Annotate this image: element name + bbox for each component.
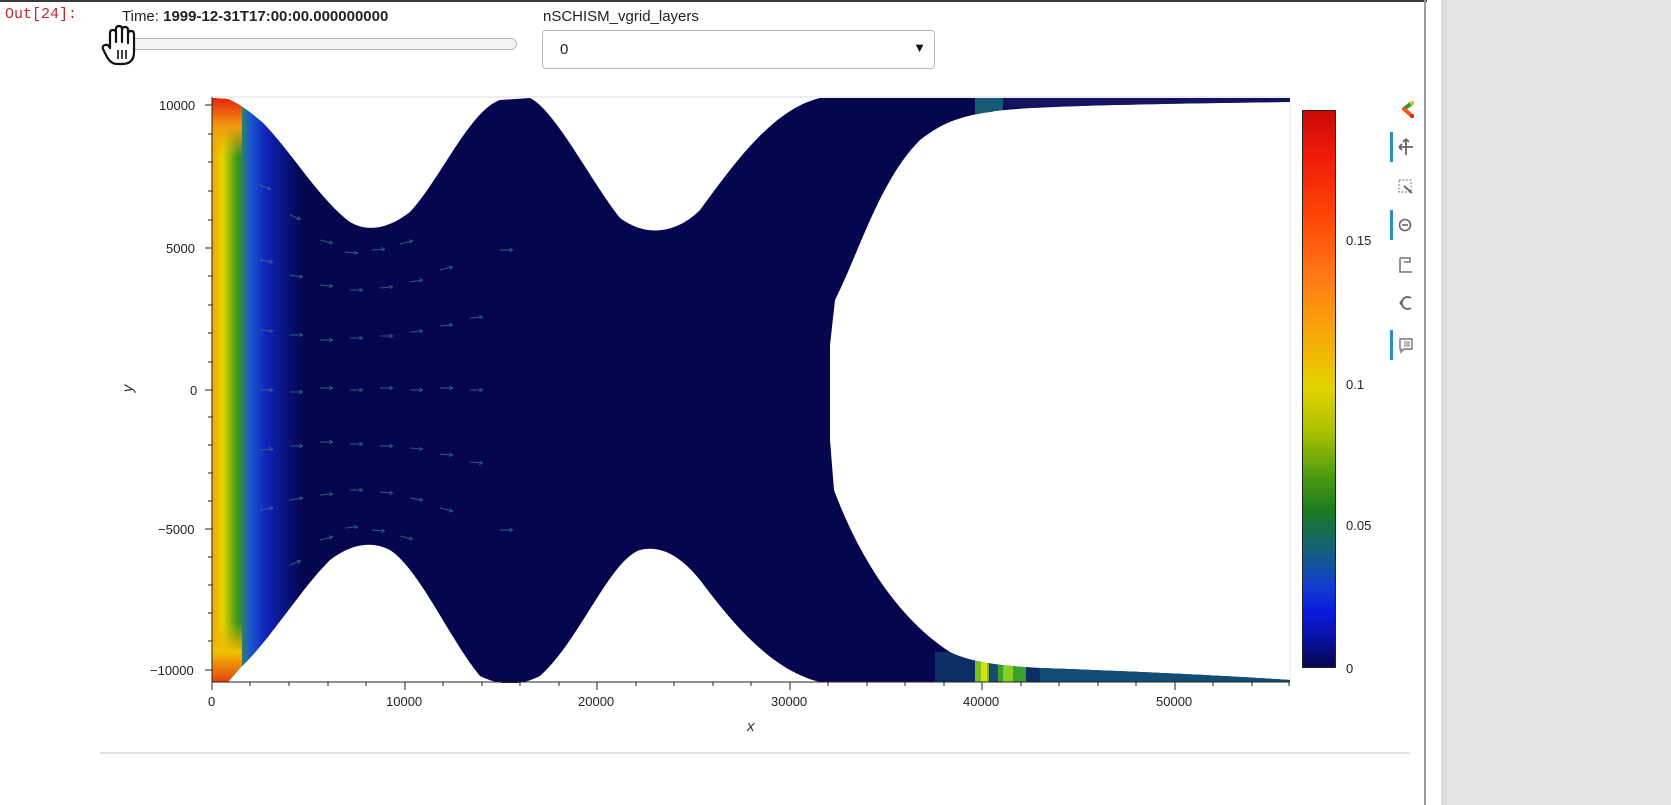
x-axis-label: x [747,718,755,735]
time-label-text: Time: [122,8,159,25]
y-tick-label: −5000 [158,522,195,537]
dropdown-arrow-icon: ▼ [913,40,926,55]
side-panel-shadow [1441,0,1449,805]
y-tick-label: 5000 [166,241,195,256]
slider-handle-hand-cursor-icon[interactable] [100,24,140,68]
colorbar-tick-label: 0 [1346,661,1354,676]
reset-tool-button[interactable] [1388,288,1418,318]
box-zoom-tool-button[interactable] [1388,172,1418,202]
x-tick-label: 10000 [386,694,423,709]
time-value: 1999-12-31T17:00:00.000000000 [163,8,389,25]
box-zoom-icon [1398,179,1413,194]
wheel-zoom-tool-button[interactable] [1388,210,1418,240]
panel-divider[interactable] [1424,0,1426,805]
hover-icon [1399,338,1413,354]
y-tick-label: −10000 [150,663,194,678]
y-axis [205,97,213,682]
cell-top-border [0,0,1671,2]
layer-select[interactable]: 0 ▼ [542,30,935,69]
save-icon [1399,257,1412,273]
bokeh-logo-button[interactable] [1388,94,1418,124]
layer-select-label: nSCHISM_vgrid_layers [543,8,699,25]
pan-tool-button[interactable] [1388,132,1418,162]
y-tick-label: 0 [190,383,198,398]
x-tick-label: 40000 [963,694,1000,709]
side-panel-background [1447,0,1671,805]
plot-canvas[interactable] [0,0,1420,760]
reset-icon [1399,296,1412,310]
time-slider-label: Time: 1999-12-31T17:00:00.000000000 [122,8,388,25]
x-tick-label: 30000 [771,694,808,709]
colorbar [1302,110,1336,668]
wheel-zoom-icon [1398,218,1412,232]
x-axis [211,681,1290,690]
active-indicator [1390,132,1393,162]
x-tick-label: 50000 [1156,694,1193,709]
hover-tool-button[interactable] [1388,330,1418,360]
active-indicator [1390,330,1393,360]
colorbar-tick-label: 0.05 [1346,518,1372,533]
bokeh-logo-icon [1402,101,1414,118]
x-tick-label: 20000 [578,694,615,709]
layer-select-value: 0 [560,41,569,58]
x-tick-label: 0 [208,694,216,709]
velocity-quiver [259,184,512,566]
colorbar-tick-label: 0.15 [1346,233,1372,248]
cell-bottom-divider [100,752,1410,754]
y-axis-label: y [119,384,137,393]
plot-toolbar [1388,92,1418,372]
pan-icon [1398,138,1413,155]
output-prompt: Out[24]: [5,6,78,23]
save-tool-button[interactable] [1388,250,1418,280]
y-tick-label: 10000 [159,98,196,113]
heatmap-field [212,98,1290,683]
active-indicator [1390,210,1393,240]
colorbar-tick-label: 0.1 [1346,377,1365,392]
